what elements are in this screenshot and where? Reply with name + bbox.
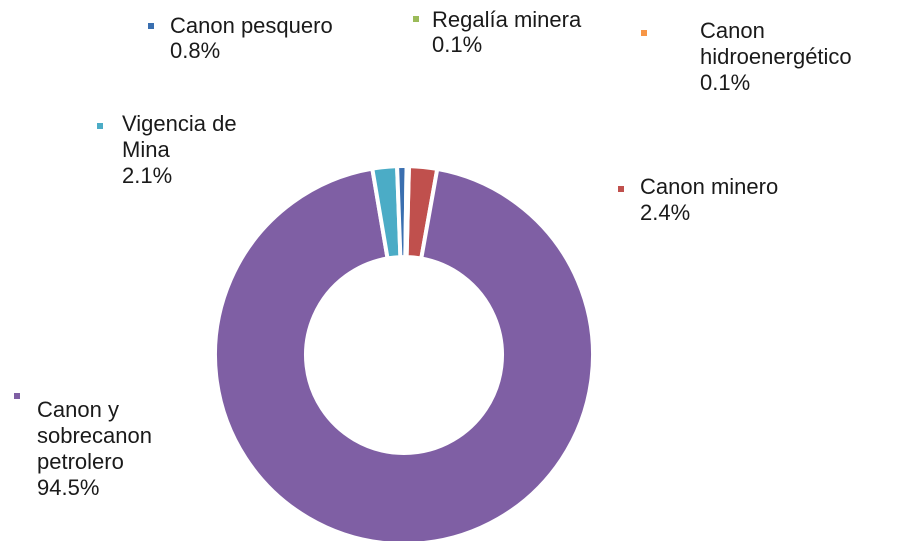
data-label-name-canon-hidroenergetico-0: Canon [700,18,765,43]
slice-canon-hidroenergetico [403,163,411,260]
data-label-name-canon-hidroenergetico-1: hidroenergético [700,44,852,69]
data-label-value-canon-minero-1: 2.4% [640,200,690,225]
data-label-name-regalia-minera-0: Regalía minera [432,7,582,32]
legend-marker-canon-minero [618,186,624,192]
legend-marker-canon-y-sobrecanon-petrolero [14,393,20,399]
data-label-name-canon-y-sobrecanon-petrolero-2: petrolero [37,449,124,474]
legend-marker-regalia-minera [413,16,419,22]
data-label-value-canon-hidroenergetico-2: 0.1% [700,70,750,95]
legend-marker-canon-pesquero [148,23,154,29]
data-label-name-canon-minero-0: Canon minero [640,174,778,199]
slice-canon-y-sobrecanon-petrolero [213,166,595,546]
data-label-value-canon-pesquero-1: 0.8% [170,38,220,63]
data-label-value-vigencia-de-mina-2: 2.1% [122,163,172,188]
slices-layer [213,163,595,546]
data-label-name-vigencia-de-mina-1: Mina [122,137,170,162]
data-label-name-vigencia-de-mina-0: Vigencia de [122,111,237,136]
data-label-name-canon-y-sobrecanon-petrolero-1: sobrecanon [37,423,152,448]
legend-marker-canon-hidroenergetico [641,30,647,36]
data-label-value-regalia-minera-1: 0.1% [432,32,482,57]
legend-marker-vigencia-de-mina [97,123,103,129]
data-label-name-canon-y-sobrecanon-petrolero-0: Canon y [37,397,119,422]
data-label-value-canon-y-sobrecanon-petrolero-3: 94.5% [37,475,99,500]
data-label-name-canon-pesquero-0: Canon pesquero [170,13,333,38]
